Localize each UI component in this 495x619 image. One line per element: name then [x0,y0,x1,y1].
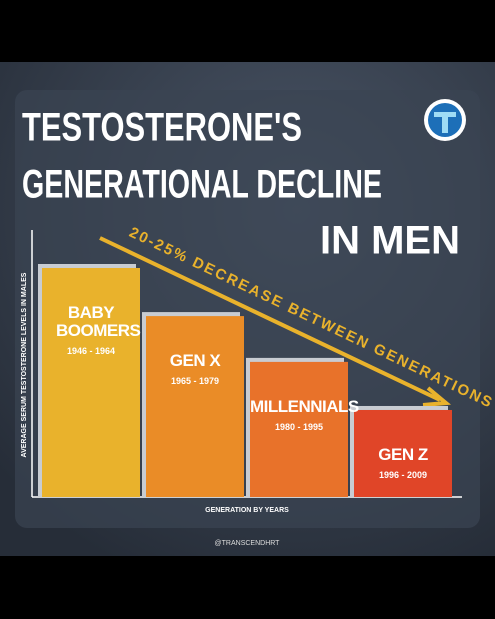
title-line: TESTOSTERONE'S [22,106,302,150]
bar-label: MILLENNIALS 1980 - 1995 [250,396,359,432]
y-axis-label: AVERAGE SERUM TESTOSTERONE LEVELS IN MAL… [21,272,28,457]
bar [250,361,348,497]
bar-label: GEN Z 1996 - 2009 [354,444,452,480]
year-range: 1965 - 1979 [170,376,220,387]
bar-label: GEN X 1965 - 1979 [146,351,244,387]
bar-label: BABY BOOMERS 1946 - 1964 [42,303,141,357]
category-label: GEN Z [378,444,428,464]
category-label: MILLENNIALS [250,396,359,416]
title-line: IN MEN [320,219,460,263]
bar [42,268,140,497]
logo [424,99,466,141]
title-line: GENERATIONAL DECLINE [22,163,382,207]
bar [354,409,452,497]
bar [146,316,244,497]
credit: @TRANSCENDHRT [215,540,281,547]
year-range: 1946 - 1964 [66,346,116,356]
year-range: 1996 - 2009 [378,469,428,480]
category-label: BABY BOOMERS [56,303,141,340]
category-label: GEN X [169,351,221,371]
year-range: 1980 - 1995 [274,421,324,432]
trend-arrow [99,236,452,407]
x-axis-label: GENERATION BY YEARS [205,507,289,514]
